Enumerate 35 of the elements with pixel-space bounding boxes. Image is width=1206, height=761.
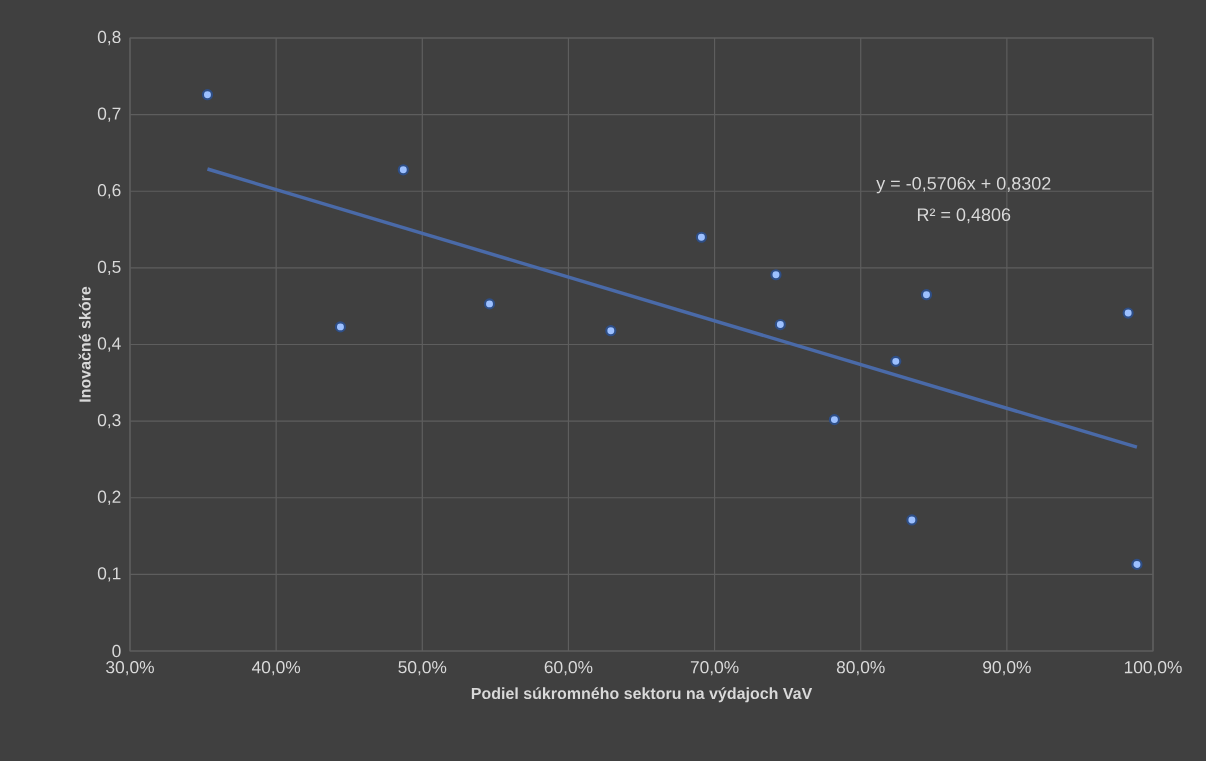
y-tick-label: 0,3 bbox=[97, 413, 121, 429]
point bbox=[828, 413, 841, 426]
x-tick-label: 100,0% bbox=[1124, 661, 1182, 676]
point bbox=[890, 355, 902, 367]
point bbox=[397, 164, 409, 176]
x-tick-label: 60,0% bbox=[544, 661, 593, 676]
x-tick-label: 90,0% bbox=[983, 661, 1031, 676]
point bbox=[774, 318, 786, 331]
point bbox=[1131, 558, 1143, 571]
y-tick-label: 0,7 bbox=[97, 107, 121, 122]
y-tick-label: 0,6 bbox=[97, 184, 121, 199]
point bbox=[334, 321, 347, 333]
point bbox=[605, 325, 617, 337]
point bbox=[906, 514, 918, 526]
y-tick-label: 0,5 bbox=[97, 260, 121, 276]
y-tick-label: 0,4 bbox=[97, 337, 121, 352]
x-axis-title: Podiel súkromného sektoru na výdajoch VaV bbox=[471, 687, 813, 703]
point bbox=[483, 298, 496, 310]
x-tick-label: 70,0% bbox=[690, 661, 739, 676]
point bbox=[201, 89, 214, 101]
x-tick-label: 50,0% bbox=[398, 661, 447, 676]
y-tick-label: 0,1 bbox=[97, 567, 121, 582]
point bbox=[695, 231, 708, 243]
y-axis-title: Inovačné skóre bbox=[78, 286, 91, 402]
x-tick-label: 40,0% bbox=[251, 661, 301, 676]
annotation: R² = 0,4806 bbox=[917, 208, 1011, 224]
x-tick-label: 30,0% bbox=[106, 661, 154, 676]
point bbox=[770, 269, 782, 281]
x-tick-label: 80,0% bbox=[836, 661, 885, 676]
point bbox=[1122, 307, 1134, 319]
annotation: y = -0,5706x + 0,8302 bbox=[876, 176, 1051, 194]
point bbox=[920, 289, 933, 301]
y-tick-label: 0 bbox=[112, 644, 121, 658]
y-tick-label: 0,8 bbox=[97, 30, 121, 46]
y-tick-label: 0,2 bbox=[97, 490, 121, 505]
